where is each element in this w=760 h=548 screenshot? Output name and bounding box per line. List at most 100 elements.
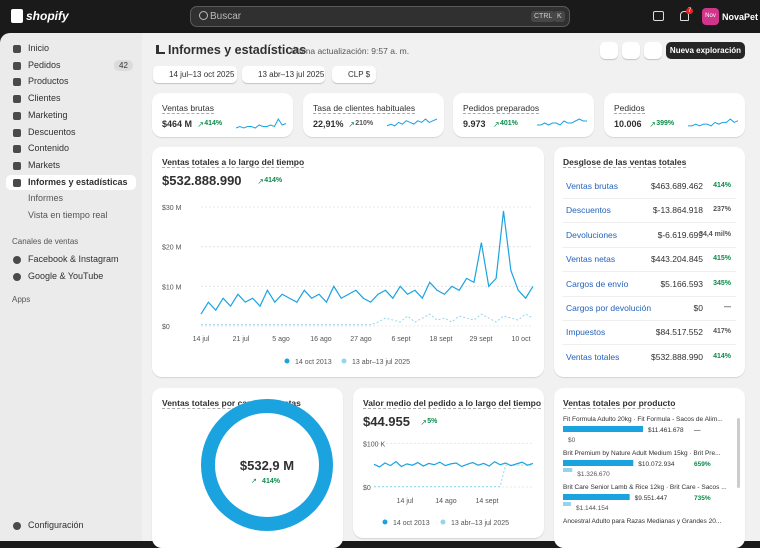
row-divider	[563, 198, 736, 199]
row-divider	[563, 344, 736, 346]
nav-item[interactable]: Markets	[28, 159, 61, 170]
line-series	[200, 210, 534, 315]
kpi-value: 22,91%	[313, 119, 344, 129]
x-tick-label: 27 ago	[350, 336, 372, 343]
section-title[interactable]: Apps	[12, 295, 31, 304]
line-series	[374, 464, 533, 488]
section-title[interactable]: Canales de ventas	[12, 237, 79, 246]
logo: shopify	[26, 9, 69, 23]
sparkline	[537, 118, 587, 126]
trend-arrow: ↗	[197, 120, 204, 129]
icon-button[interactable]	[600, 42, 618, 59]
legend-swatch	[284, 358, 290, 364]
row-label[interactable]: Cargos por devolución	[566, 303, 652, 313]
avatar[interactable]: Nov	[702, 8, 719, 25]
nav-subitem[interactable]: Vista en tiempo real	[28, 210, 108, 220]
chart: $11.461.678 — $0 $10.072.934 659% $1.326.670 $…	[563, 426, 711, 512]
row-label[interactable]: Impuestos	[566, 327, 606, 338]
x-tick-label: 21 jul	[233, 336, 250, 343]
sidebar	[0, 33, 145, 541]
store-icon[interactable]	[653, 11, 664, 21]
icon-button[interactable]	[644, 42, 662, 59]
row-change: 345%	[713, 279, 731, 287]
kpi-value: $464 M	[162, 119, 193, 129]
nav-icon	[13, 128, 21, 137]
row-divider	[563, 295, 736, 297]
x-tick-label: 16 ago	[310, 336, 332, 343]
nav-icon	[13, 61, 21, 70]
nav-item[interactable]: Descuentos	[28, 126, 76, 137]
kpi-change: 401%	[500, 120, 518, 127]
nav-icon	[13, 45, 21, 53]
bar-value: $10.072.934	[638, 461, 675, 468]
bar-value: $1.326.670	[577, 471, 610, 478]
y-tick-label: $10 M	[162, 284, 182, 291]
chart: $0 $10 M $20 M $30 M 14 jul 21 jul 5 ago 16 ago…	[162, 205, 534, 366]
trend-arrow: ↗	[251, 478, 257, 485]
primary-button[interactable]: Nueva exploración	[666, 42, 745, 59]
nav-item[interactable]: Google & YouTube	[28, 271, 104, 281]
kpi-label: Ventas brutas	[162, 103, 214, 114]
change: 5%	[427, 418, 438, 425]
bar-change: —	[694, 427, 701, 434]
line-series	[201, 313, 534, 326]
row-label[interactable]: Descuentos	[566, 205, 611, 216]
bar-value: $1.144.154	[576, 505, 609, 512]
breakdown-card: Desglose de las ventas totales Ventas bru…	[554, 147, 745, 377]
bar	[563, 426, 643, 432]
nav-icon	[13, 178, 21, 187]
nav-subitem[interactable]: Informes	[28, 193, 64, 203]
nav-item[interactable]: Productos	[28, 76, 69, 87]
row-label[interactable]: Devoluciones	[566, 229, 618, 240]
big-value: $532.888.990	[162, 173, 242, 188]
row-label[interactable]: Ventas netas	[566, 254, 616, 265]
bar	[563, 460, 634, 466]
filter-button[interactable]: 14 jul–13 oct 2025	[153, 66, 237, 83]
row-label[interactable]: Ventas totales	[566, 351, 620, 362]
x-tick-label: 18 sept	[430, 336, 453, 343]
nav-icon	[13, 145, 21, 154]
row-divider	[563, 222, 736, 224]
scrollbar	[737, 418, 740, 488]
nav-item[interactable]: Informes y estadísticas	[28, 176, 128, 187]
nav-item[interactable]: Marketing	[28, 109, 68, 120]
store-name[interactable]: NovaPet	[722, 12, 759, 22]
notification-badge: 7	[686, 8, 694, 14]
nav-item[interactable]: Pedidos	[28, 59, 61, 70]
trend-arrow: ↗	[493, 120, 500, 129]
shortcut-key: K	[554, 11, 565, 22]
legend-swatch	[440, 519, 446, 525]
nav-item[interactable]: Clientes	[28, 93, 61, 104]
row-label[interactable]: Ventas brutas	[566, 181, 618, 191]
nav-icon	[13, 522, 21, 530]
nav-icon	[13, 95, 21, 104]
trend-arrow: ↗	[257, 177, 264, 186]
row-change: 414%	[713, 352, 731, 360]
row-value: $463.689.462	[651, 181, 703, 191]
sparkline	[235, 117, 287, 129]
row-value: $532.888.990	[651, 351, 703, 362]
sparkline	[386, 118, 438, 127]
nav-item[interactable]: Contenido	[28, 143, 70, 154]
product-name: Brit Care Senior Lamb & Rice 12kg · Brit…	[563, 484, 727, 491]
y-tick-label: $0	[162, 324, 170, 331]
x-tick-label: 14 jul	[397, 498, 414, 505]
search-box[interactable]: Buscar CTRL K	[190, 6, 570, 27]
nav-item[interactable]: Inicio	[28, 43, 50, 53]
row-label[interactable]: Cargos de envío	[566, 278, 629, 289]
chart	[386, 118, 438, 127]
bar-value: $11.461.678	[648, 427, 684, 434]
legend-label: 14 oct 2013	[295, 359, 332, 366]
legend-label: 14 oct 2013	[393, 520, 430, 527]
nav-item[interactable]: Facebook & Instagram	[28, 254, 119, 264]
nav-item[interactable]: Configuración	[28, 520, 84, 530]
nav-icon	[13, 273, 21, 281]
kpi-change: 414%	[204, 120, 223, 127]
icon-button[interactable]	[622, 42, 640, 59]
x-tick-label: 10 oct	[511, 336, 530, 343]
bell-icon[interactable]	[680, 11, 689, 21]
filter-button[interactable]: 13 abr–13 jul 2025	[242, 66, 325, 83]
nav-icon	[13, 111, 21, 120]
filter-button[interactable]: CLP $	[332, 66, 376, 83]
